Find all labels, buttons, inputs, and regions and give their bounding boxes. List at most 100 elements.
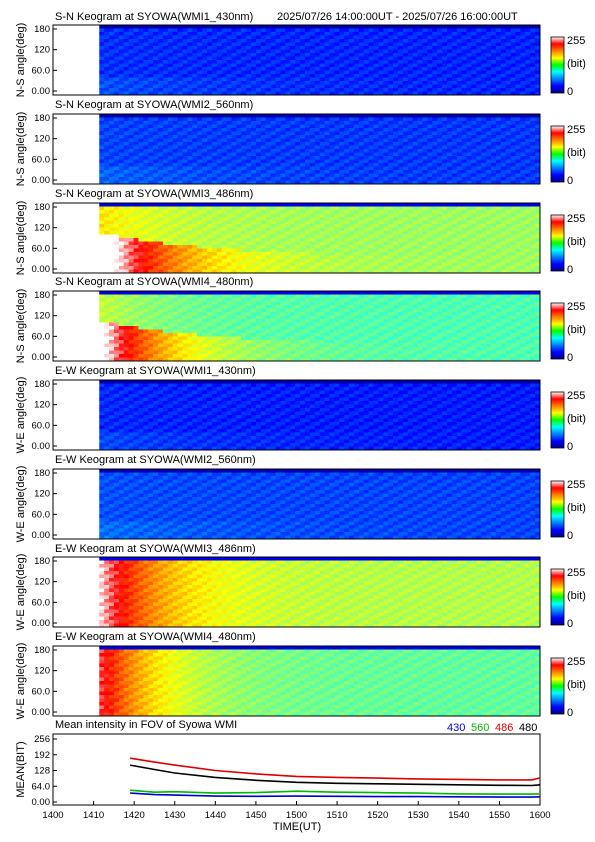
colorbar-min-label: 0: [567, 618, 573, 630]
x-tick-label: 1440: [205, 810, 226, 821]
y-tick-label: 192: [34, 750, 50, 761]
colorbar-min-label: 0: [567, 264, 573, 276]
y-tick-label: 128: [34, 766, 50, 777]
y-tick-label: 120: [34, 45, 50, 56]
colorbar: 255 (bit) 0: [550, 479, 586, 542]
colorbar-min-label: 0: [567, 352, 573, 364]
heatmap-cells: [99, 646, 541, 717]
y-tick-label: 64.0: [32, 781, 51, 792]
heatmap-cells: [99, 291, 541, 362]
y-tick-label: 0.00: [32, 441, 51, 452]
y-tick-label: 60.0: [32, 597, 51, 608]
y-tick-label: 60.0: [32, 65, 51, 76]
x-tick-label: 1410: [83, 810, 104, 821]
colorbar-max-label: 255: [567, 390, 585, 402]
y-tick-label: 60.0: [32, 243, 51, 254]
colorbar-max-label: 255: [567, 213, 585, 225]
colorbar: 255 (bit) 0: [550, 35, 586, 98]
y-axis-label: W-E angle(deg): [15, 466, 27, 543]
y-axis-label: W-E angle(deg): [15, 377, 27, 454]
keogram-panel-6: E-W Keogram at SYOWA(WMI2_560nm) 180 120 60…: [15, 454, 586, 542]
x-tick-label: 1510: [327, 810, 348, 821]
legend-entry-560: 560: [471, 722, 489, 734]
y-tick-label: 180: [34, 113, 50, 124]
colorbar-min-label: 0: [567, 86, 573, 98]
colorbar-max-label: 255: [567, 35, 585, 47]
colorbar-max-label: 255: [567, 567, 585, 579]
series-line-560: [130, 789, 541, 795]
x-axis-label: TIME(UT): [273, 821, 321, 833]
y-axis-label: MEAN(BIT): [15, 741, 27, 797]
y-tick-label: 0.00: [32, 352, 51, 363]
keogram-panel-1: S-N Keogram at SYOWA(WMI1_430nm) 180 120 60…: [15, 11, 586, 98]
keogram-title: E-W Keogram at SYOWA(WMI1_430nm): [55, 365, 256, 377]
keogram-panel-5: E-W Keogram at SYOWA(WMI1_430nm) 180 120 60…: [15, 365, 586, 453]
keogram-title: E-W Keogram at SYOWA(WMI4_480nm): [55, 631, 256, 643]
plot-frame: [52, 379, 541, 451]
plot-frame: [52, 290, 541, 362]
legend-entry-486: 486: [495, 722, 513, 734]
x-tick-label: 1540: [448, 810, 469, 821]
line-plot-title: Mean intensity in FOV of Syowa WMI: [55, 719, 237, 731]
keogram-panel-7: E-W Keogram at SYOWA(WMI3_486nm) 180 120 60…: [15, 543, 586, 630]
colorbar-scale: [550, 302, 565, 360]
legend-entry-480: 480: [519, 722, 537, 734]
colorbar: 255 (bit) 0: [550, 213, 586, 276]
y-axis-label: W-E angle(deg): [15, 554, 27, 631]
y-tick-label: 60.0: [32, 331, 51, 342]
colorbar-unit-label: (bit): [567, 236, 586, 248]
y-tick-label: 180: [34, 24, 50, 35]
y-tick-label: 0.00: [32, 264, 51, 275]
y-tick-label: 180: [34, 202, 50, 213]
colorbar-min-label: 0: [567, 441, 573, 453]
plot-frame: [52, 556, 541, 628]
y-axis-label: N-S angle(deg): [15, 112, 27, 187]
x-tick-label: 1600: [529, 810, 550, 821]
y-tick-label: 60.0: [32, 509, 51, 520]
colorbar-scale: [550, 214, 565, 272]
colorbar-max-label: 255: [567, 656, 585, 668]
keogram-title: S-N Keogram at SYOWA(WMI3_486nm): [55, 188, 253, 200]
y-tick-label: 180: [34, 556, 50, 567]
colorbar-max-label: 255: [567, 479, 585, 491]
colorbar-scale: [550, 657, 565, 715]
heatmap-cells: [99, 25, 541, 96]
colorbar-unit-label: (bit): [567, 147, 586, 159]
plot-frame: [52, 24, 541, 96]
y-tick-label: 60.0: [32, 154, 51, 165]
colorbar: 255 (bit) 0: [550, 301, 586, 364]
y-tick-label: 180: [34, 290, 50, 301]
colorbar-scale: [550, 391, 565, 449]
plot-frame: [52, 113, 541, 185]
plot-frame: [52, 645, 541, 717]
y-tick-label: 120: [34, 134, 50, 145]
x-tick-label: 1430: [164, 810, 185, 821]
colorbar-scale: [550, 480, 565, 538]
x-tick-label: 1550: [489, 810, 510, 821]
colorbar-unit-label: (bit): [567, 413, 586, 425]
colorbar-min-label: 0: [567, 530, 573, 542]
plot-frame: [52, 202, 541, 274]
heatmap-cells: [99, 203, 541, 274]
y-tick-label: 0.00: [32, 530, 51, 541]
colorbar: 255 (bit) 0: [550, 124, 586, 187]
colorbar-unit-label: (bit): [567, 502, 586, 514]
keogram-title: S-N Keogram at SYOWA(WMI2_560nm): [55, 99, 253, 111]
y-tick-label: 256: [34, 734, 50, 745]
y-axis-label: N-S angle(deg): [15, 23, 27, 98]
y-tick-label: 120: [34, 666, 50, 677]
y-tick-label: 120: [34, 400, 50, 411]
y-tick-label: 120: [34, 577, 50, 588]
colorbar-unit-label: (bit): [567, 590, 586, 602]
colorbar-unit-label: (bit): [567, 58, 586, 70]
colorbar-scale: [550, 125, 565, 183]
plot-frame: [52, 468, 541, 540]
time-range-label: 2025/07/26 14:00:00UT - 2025/07/26 16:00…: [277, 11, 518, 23]
colorbar-unit-label: (bit): [567, 324, 586, 336]
y-tick-label: 120: [34, 311, 50, 322]
keogram-title: S-N Keogram at SYOWA(WMI1_430nm): [55, 11, 253, 23]
keogram-title: E-W Keogram at SYOWA(WMI2_560nm): [55, 454, 256, 466]
y-tick-label: 0.00: [32, 707, 51, 718]
y-axis-label: N-S angle(deg): [15, 201, 27, 276]
